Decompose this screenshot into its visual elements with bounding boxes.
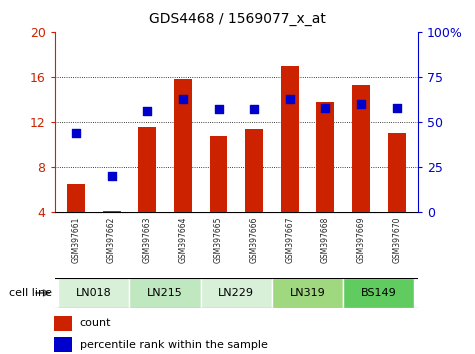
Text: BS149: BS149 — [361, 288, 397, 298]
Text: GSM397661: GSM397661 — [72, 217, 80, 263]
Text: GSM397666: GSM397666 — [250, 217, 258, 263]
Point — [357, 101, 365, 107]
Point — [286, 96, 294, 102]
Text: LN215: LN215 — [147, 288, 183, 298]
Bar — [281, 66, 299, 212]
Text: LN319: LN319 — [290, 288, 325, 298]
Point — [322, 105, 329, 110]
Text: percentile rank within the sample: percentile rank within the sample — [80, 339, 267, 350]
Text: GSM397670: GSM397670 — [392, 217, 401, 263]
Bar — [209, 136, 228, 212]
Text: GSM397667: GSM397667 — [285, 217, 294, 263]
Text: LN229: LN229 — [218, 288, 254, 298]
Bar — [54, 337, 72, 352]
Bar — [388, 133, 406, 212]
Bar — [343, 278, 414, 308]
Text: GSM397668: GSM397668 — [321, 217, 330, 263]
Text: GSM397663: GSM397663 — [143, 217, 152, 263]
Bar — [316, 102, 334, 212]
Point — [72, 130, 80, 136]
Text: cell line: cell line — [9, 288, 52, 298]
Bar — [58, 278, 129, 308]
Text: GDS4468 / 1569077_x_at: GDS4468 / 1569077_x_at — [149, 12, 326, 27]
Bar — [138, 127, 156, 212]
Point — [393, 105, 400, 110]
Bar — [201, 278, 272, 308]
Point — [143, 108, 151, 114]
Text: GSM397669: GSM397669 — [357, 217, 365, 263]
Bar — [54, 316, 72, 331]
Bar — [174, 79, 192, 212]
Text: GSM397665: GSM397665 — [214, 217, 223, 263]
Text: GSM397662: GSM397662 — [107, 217, 116, 263]
Point — [215, 107, 222, 112]
Bar — [245, 129, 263, 212]
Text: count: count — [80, 318, 111, 329]
Bar — [103, 211, 121, 212]
Bar — [67, 184, 85, 212]
Bar — [129, 278, 200, 308]
Text: LN018: LN018 — [76, 288, 112, 298]
Bar — [272, 278, 343, 308]
Text: GSM397664: GSM397664 — [179, 217, 187, 263]
Point — [250, 107, 258, 112]
Point — [179, 96, 187, 102]
Bar — [352, 85, 370, 212]
Point — [108, 173, 115, 179]
